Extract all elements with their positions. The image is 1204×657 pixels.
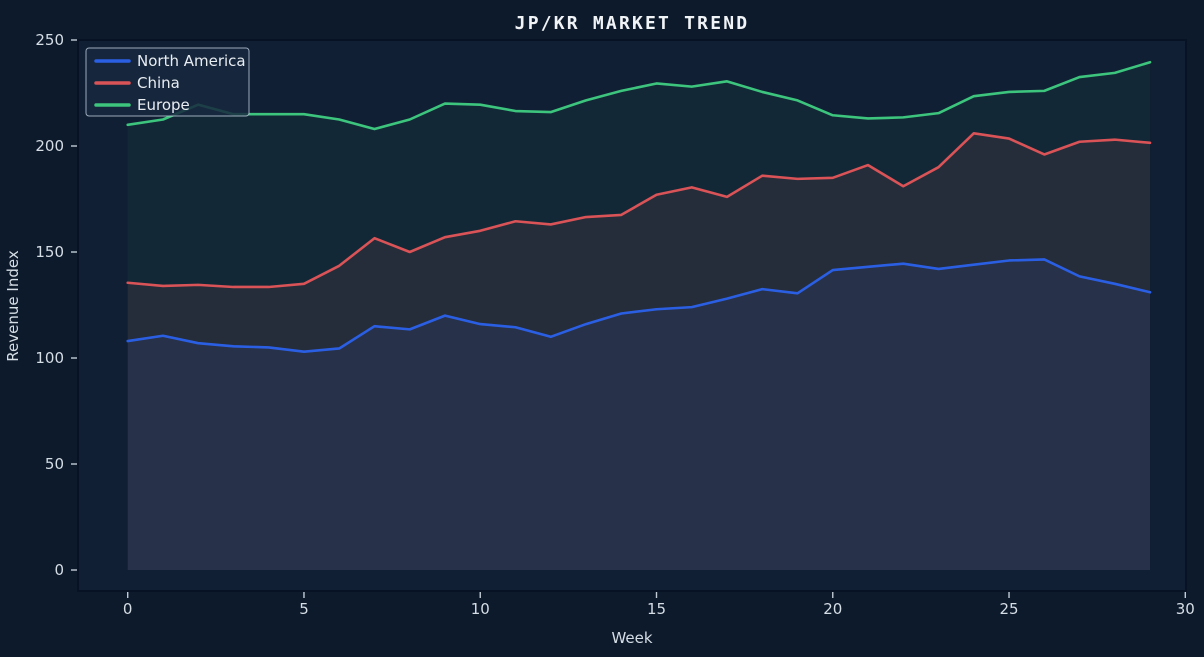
series-line-north-america xyxy=(126,258,1152,353)
chart-title: JP/KR MARKET TREND xyxy=(515,13,750,34)
x-tick-label: 10 xyxy=(471,600,490,618)
y-tick-label: 50 xyxy=(45,455,64,473)
series-fill-north-america xyxy=(127,259,1151,571)
plot-layer: 0 5 10 15 20 25 30 0 50 100 150 200 250 xyxy=(35,31,1194,618)
y-tick-label: 200 xyxy=(35,137,64,155)
series-line-europe xyxy=(126,60,1152,131)
x-tick-label: 25 xyxy=(999,600,1018,618)
axes-spines xyxy=(77,39,1187,592)
y-axis-label: Revenue Index xyxy=(4,250,22,362)
legend: North America China Europe xyxy=(85,47,250,117)
x-tick-label: 20 xyxy=(823,600,842,618)
x-tick-label: 30 xyxy=(1176,600,1195,618)
legend-box xyxy=(85,47,250,117)
plot-area xyxy=(78,40,1186,591)
x-axis-label: Week xyxy=(611,629,652,647)
legend-label-china: China xyxy=(137,74,180,92)
x-tick-label: 15 xyxy=(647,600,666,618)
series-line-china xyxy=(126,131,1152,289)
y-tick-label: 0 xyxy=(54,561,64,579)
y-tick-label: 150 xyxy=(35,243,64,261)
legend-label-north-america: North America xyxy=(137,52,246,70)
legend-label-europe: Europe xyxy=(137,96,190,114)
x-tick-label: 0 xyxy=(123,600,133,618)
y-tick-label: 100 xyxy=(35,349,64,367)
series-fill-europe xyxy=(127,62,1151,571)
x-tick-label: 5 xyxy=(299,600,309,618)
y-tick-label: 250 xyxy=(35,31,64,49)
